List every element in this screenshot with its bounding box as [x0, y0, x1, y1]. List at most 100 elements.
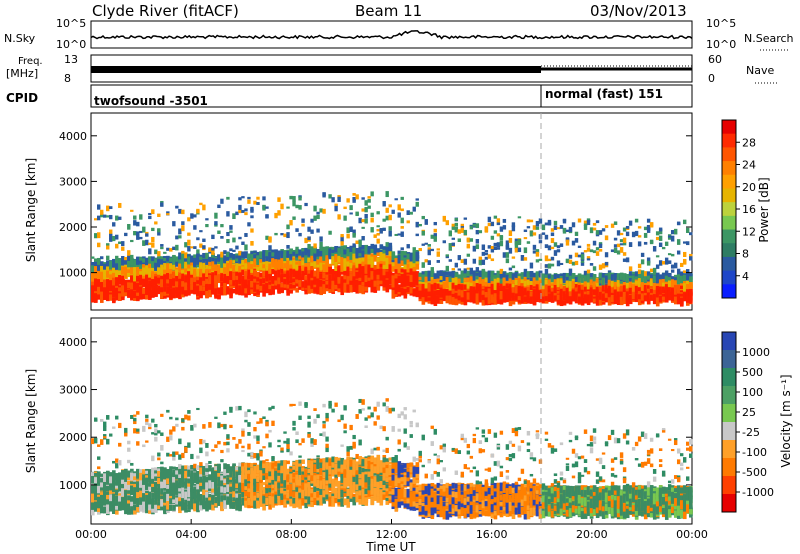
echo-cell — [214, 267, 218, 272]
echo-cell — [529, 284, 534, 291]
echo-cell — [358, 263, 363, 270]
echo-cell — [202, 256, 206, 260]
echo-cell — [379, 279, 384, 285]
echo-cell — [472, 297, 477, 304]
echo-cell — [163, 257, 167, 261]
echo-cell — [289, 265, 293, 269]
echo-cell — [385, 191, 389, 198]
echo-cell — [505, 294, 510, 299]
echo-cell — [436, 283, 441, 290]
echo-cell — [541, 276, 546, 286]
echo-cell — [229, 225, 233, 230]
echo-cell — [106, 287, 110, 294]
echo-cell — [325, 280, 329, 285]
echo-cell — [442, 240, 446, 244]
echo-cell — [316, 264, 320, 270]
echo-cell — [313, 205, 317, 212]
echo-cell — [550, 296, 555, 303]
echo-cell — [262, 284, 266, 290]
echo-cell — [112, 286, 116, 291]
echo-cell — [418, 284, 423, 291]
echo-cell — [400, 268, 405, 273]
echo-cell — [337, 256, 342, 263]
echo-cell — [331, 197, 335, 203]
echo-cell — [310, 266, 314, 276]
echo-cell — [424, 242, 428, 245]
echo-cell — [229, 271, 233, 280]
echo-cell — [166, 279, 170, 284]
echo-cell — [121, 255, 125, 262]
echo-cell — [511, 287, 516, 292]
echo-cell — [103, 267, 107, 276]
echo-cell — [175, 244, 179, 251]
echo-cell — [475, 276, 480, 284]
echo-cell — [466, 272, 471, 282]
echo-cell — [247, 253, 251, 261]
echo-cell — [160, 287, 164, 295]
echo-cell — [304, 275, 308, 280]
echo-cell — [478, 293, 483, 303]
echo-cell — [193, 283, 197, 288]
echo-cell — [490, 294, 495, 303]
echo-cell — [544, 264, 549, 268]
echo-cell — [346, 227, 350, 234]
echo-cell — [160, 292, 164, 296]
echo-cell — [298, 196, 302, 201]
echo-cell — [403, 251, 408, 256]
echo-cell — [178, 289, 182, 298]
echo-cell — [388, 277, 393, 283]
echo-cell — [112, 291, 116, 298]
echo-cell — [175, 275, 179, 282]
echo-cell — [511, 281, 516, 291]
echo-cell — [457, 275, 462, 282]
echo-cell — [394, 233, 398, 236]
echo-cell — [493, 293, 498, 302]
echo-cell — [550, 256, 555, 261]
echo-cell — [529, 271, 534, 278]
echo-cell — [124, 290, 128, 297]
echo-cell — [394, 258, 399, 266]
echo-cell — [115, 234, 119, 240]
echo-cell — [304, 260, 308, 268]
echo-cell — [553, 281, 558, 285]
echo-cell — [187, 264, 191, 269]
echo-cell — [211, 267, 215, 271]
echo-cell — [448, 282, 453, 291]
echo-cell — [361, 278, 366, 286]
echo-cell — [97, 204, 101, 210]
echo-cell — [373, 273, 378, 280]
echo-cell — [355, 248, 360, 255]
echo-cell — [310, 250, 314, 259]
echo-cell — [232, 277, 236, 286]
echo-cell — [175, 259, 179, 267]
echo-cell — [412, 255, 417, 264]
echo-cell — [220, 224, 224, 228]
echo-cell — [424, 289, 429, 295]
echo-cell — [178, 255, 182, 261]
echo-cell — [310, 271, 314, 278]
echo-cell — [361, 197, 365, 200]
echo-cell — [496, 242, 501, 248]
echo-cell — [97, 257, 101, 261]
echo-cell — [211, 277, 215, 287]
echo-cell — [211, 269, 215, 275]
echo-cell — [235, 211, 239, 216]
echo-cell — [208, 256, 212, 261]
echo-cell — [553, 250, 558, 256]
echo-cell — [283, 263, 287, 269]
echo-cell — [520, 283, 525, 287]
echo-cell — [118, 276, 122, 281]
echo-cell — [481, 279, 486, 283]
echo-cell — [160, 268, 164, 276]
echo-cell — [562, 227, 567, 234]
echo-cell — [136, 282, 140, 288]
echo-cell — [103, 214, 107, 218]
echo-cell — [118, 292, 122, 301]
echo-cell — [274, 260, 278, 265]
echo-cell — [226, 267, 230, 275]
echo-cell — [226, 196, 230, 200]
echo-cell — [466, 292, 471, 300]
echo-cell — [316, 252, 320, 257]
echo-cell — [289, 195, 293, 200]
echo-cell — [496, 283, 501, 288]
